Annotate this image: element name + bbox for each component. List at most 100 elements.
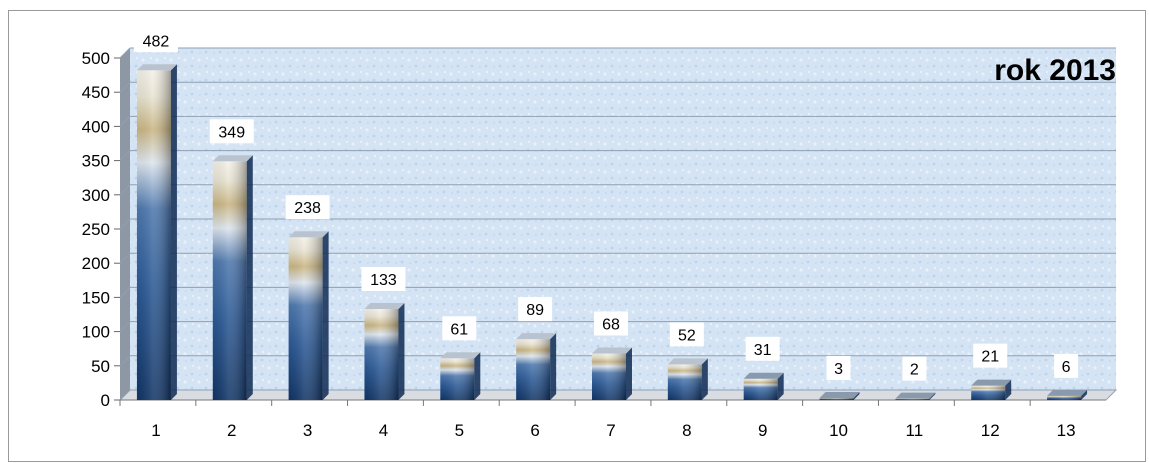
bar-side — [398, 303, 405, 400]
data-label-box — [902, 356, 927, 381]
y-tick-label: 200 — [82, 254, 110, 273]
gridline-side — [119, 218, 131, 230]
bar-top — [971, 379, 1012, 386]
y-tick-label: 100 — [82, 323, 110, 342]
x-tick-label: 8 — [682, 421, 691, 440]
gridline-side — [119, 355, 131, 367]
data-label-box — [669, 322, 704, 347]
x-tick-label: 10 — [829, 421, 848, 440]
x-tick-label: 13 — [1057, 421, 1076, 440]
gridline-side — [119, 252, 131, 264]
bar-side — [701, 358, 708, 400]
bar-side — [322, 231, 329, 400]
data-label: 31 — [754, 342, 772, 359]
bar-side — [777, 372, 784, 400]
bar-side — [1005, 379, 1012, 400]
bar-side — [626, 347, 632, 400]
data-label: 3 — [834, 361, 843, 378]
bar-shade — [516, 339, 551, 400]
data-label-box — [745, 336, 780, 361]
data-label: 68 — [602, 316, 620, 333]
y-tick-label: 250 — [82, 220, 110, 239]
bar-side — [929, 392, 936, 400]
data-label-box — [442, 316, 477, 341]
gridline-side — [119, 321, 131, 332]
bar-shade — [288, 237, 323, 400]
gridline-side — [119, 47, 131, 59]
gridline-side — [119, 81, 131, 93]
y-tick-label: 300 — [82, 186, 110, 205]
bar-side — [550, 333, 557, 400]
bar-top — [136, 64, 177, 71]
bar-top — [288, 231, 329, 238]
data-label-box — [973, 343, 1008, 368]
x-tick-label: 2 — [227, 421, 236, 440]
x-tick-label: 4 — [379, 421, 388, 440]
bar-shade — [1047, 395, 1082, 400]
data-label-box — [1054, 353, 1079, 378]
data-label-box — [209, 119, 254, 144]
x-tick-label: 6 — [530, 421, 539, 440]
y-tick-label: 450 — [82, 83, 110, 102]
bar-shade — [743, 378, 778, 400]
bar-top — [364, 303, 405, 310]
bar-top — [743, 372, 784, 379]
x-tick-label: 9 — [758, 421, 767, 440]
bar-shade — [440, 358, 475, 400]
bar-side — [1081, 389, 1088, 400]
bar-shade — [667, 364, 702, 400]
gridline-side — [119, 287, 131, 298]
bar-top — [1047, 389, 1088, 396]
bar-side — [246, 155, 253, 400]
data-label-box — [826, 355, 851, 380]
data-label-box — [361, 267, 406, 292]
bar-top — [819, 391, 860, 398]
bar-shade — [364, 309, 399, 400]
data-label: 6 — [1062, 359, 1071, 376]
bar-shade — [971, 385, 1006, 400]
data-label-box — [518, 297, 553, 322]
data-label-box — [133, 28, 178, 53]
x-tick-label: 12 — [981, 421, 1000, 440]
gridline-side — [119, 116, 131, 127]
x-tick-label: 11 — [906, 421, 924, 440]
x-tick-label: 1 — [151, 421, 160, 440]
y-tick-label: 50 — [91, 357, 110, 376]
gridline-side — [119, 389, 131, 401]
bar-top — [440, 352, 481, 359]
bar-shade — [212, 161, 247, 400]
gridline-side — [119, 150, 131, 161]
bar-top — [212, 155, 253, 162]
x-tick-label: 3 — [303, 421, 312, 440]
data-label-box — [285, 195, 330, 220]
data-label-box — [594, 311, 628, 336]
data-label: 61 — [450, 321, 468, 338]
data-label: 2 — [910, 362, 919, 379]
y-tick-label: 500 — [82, 49, 110, 68]
bar-top — [592, 347, 632, 354]
data-label: 52 — [678, 327, 696, 344]
x-tick-label: 5 — [455, 421, 464, 440]
data-label: 482 — [143, 33, 170, 50]
data-label: 349 — [218, 124, 245, 141]
bar-shade — [592, 353, 626, 400]
data-label: 238 — [294, 200, 321, 217]
y-tick-label: 350 — [82, 152, 110, 171]
chart-title: rok 2013 — [994, 54, 1116, 87]
bar-shade — [136, 70, 171, 400]
gridline-side — [119, 184, 131, 196]
bar-side — [853, 391, 860, 400]
bar-side — [170, 64, 177, 400]
y-tick-label: 150 — [82, 288, 110, 307]
bar-shade — [895, 398, 930, 400]
bar-top — [667, 358, 708, 365]
y-tick-label: 400 — [82, 117, 110, 136]
bar-shade — [819, 397, 854, 400]
bar-top — [516, 333, 557, 340]
data-label: 89 — [526, 302, 544, 319]
bar-side — [474, 352, 481, 400]
y-tick-label: 0 — [101, 391, 110, 410]
x-tick-label: 7 — [606, 421, 615, 440]
data-label: 21 — [981, 349, 999, 366]
